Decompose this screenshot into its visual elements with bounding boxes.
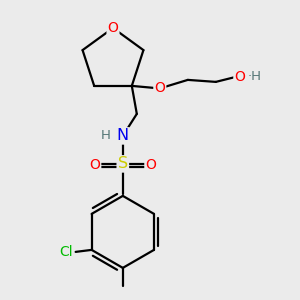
- Text: Cl: Cl: [59, 245, 72, 259]
- Text: O: O: [89, 158, 100, 172]
- Text: N: N: [117, 128, 129, 143]
- Text: O: O: [154, 81, 165, 95]
- Text: O: O: [108, 21, 118, 35]
- Text: S: S: [118, 156, 128, 171]
- Text: O: O: [234, 70, 245, 84]
- Text: O: O: [146, 158, 156, 172]
- Text: ·H: ·H: [248, 70, 262, 83]
- Text: H: H: [101, 129, 111, 142]
